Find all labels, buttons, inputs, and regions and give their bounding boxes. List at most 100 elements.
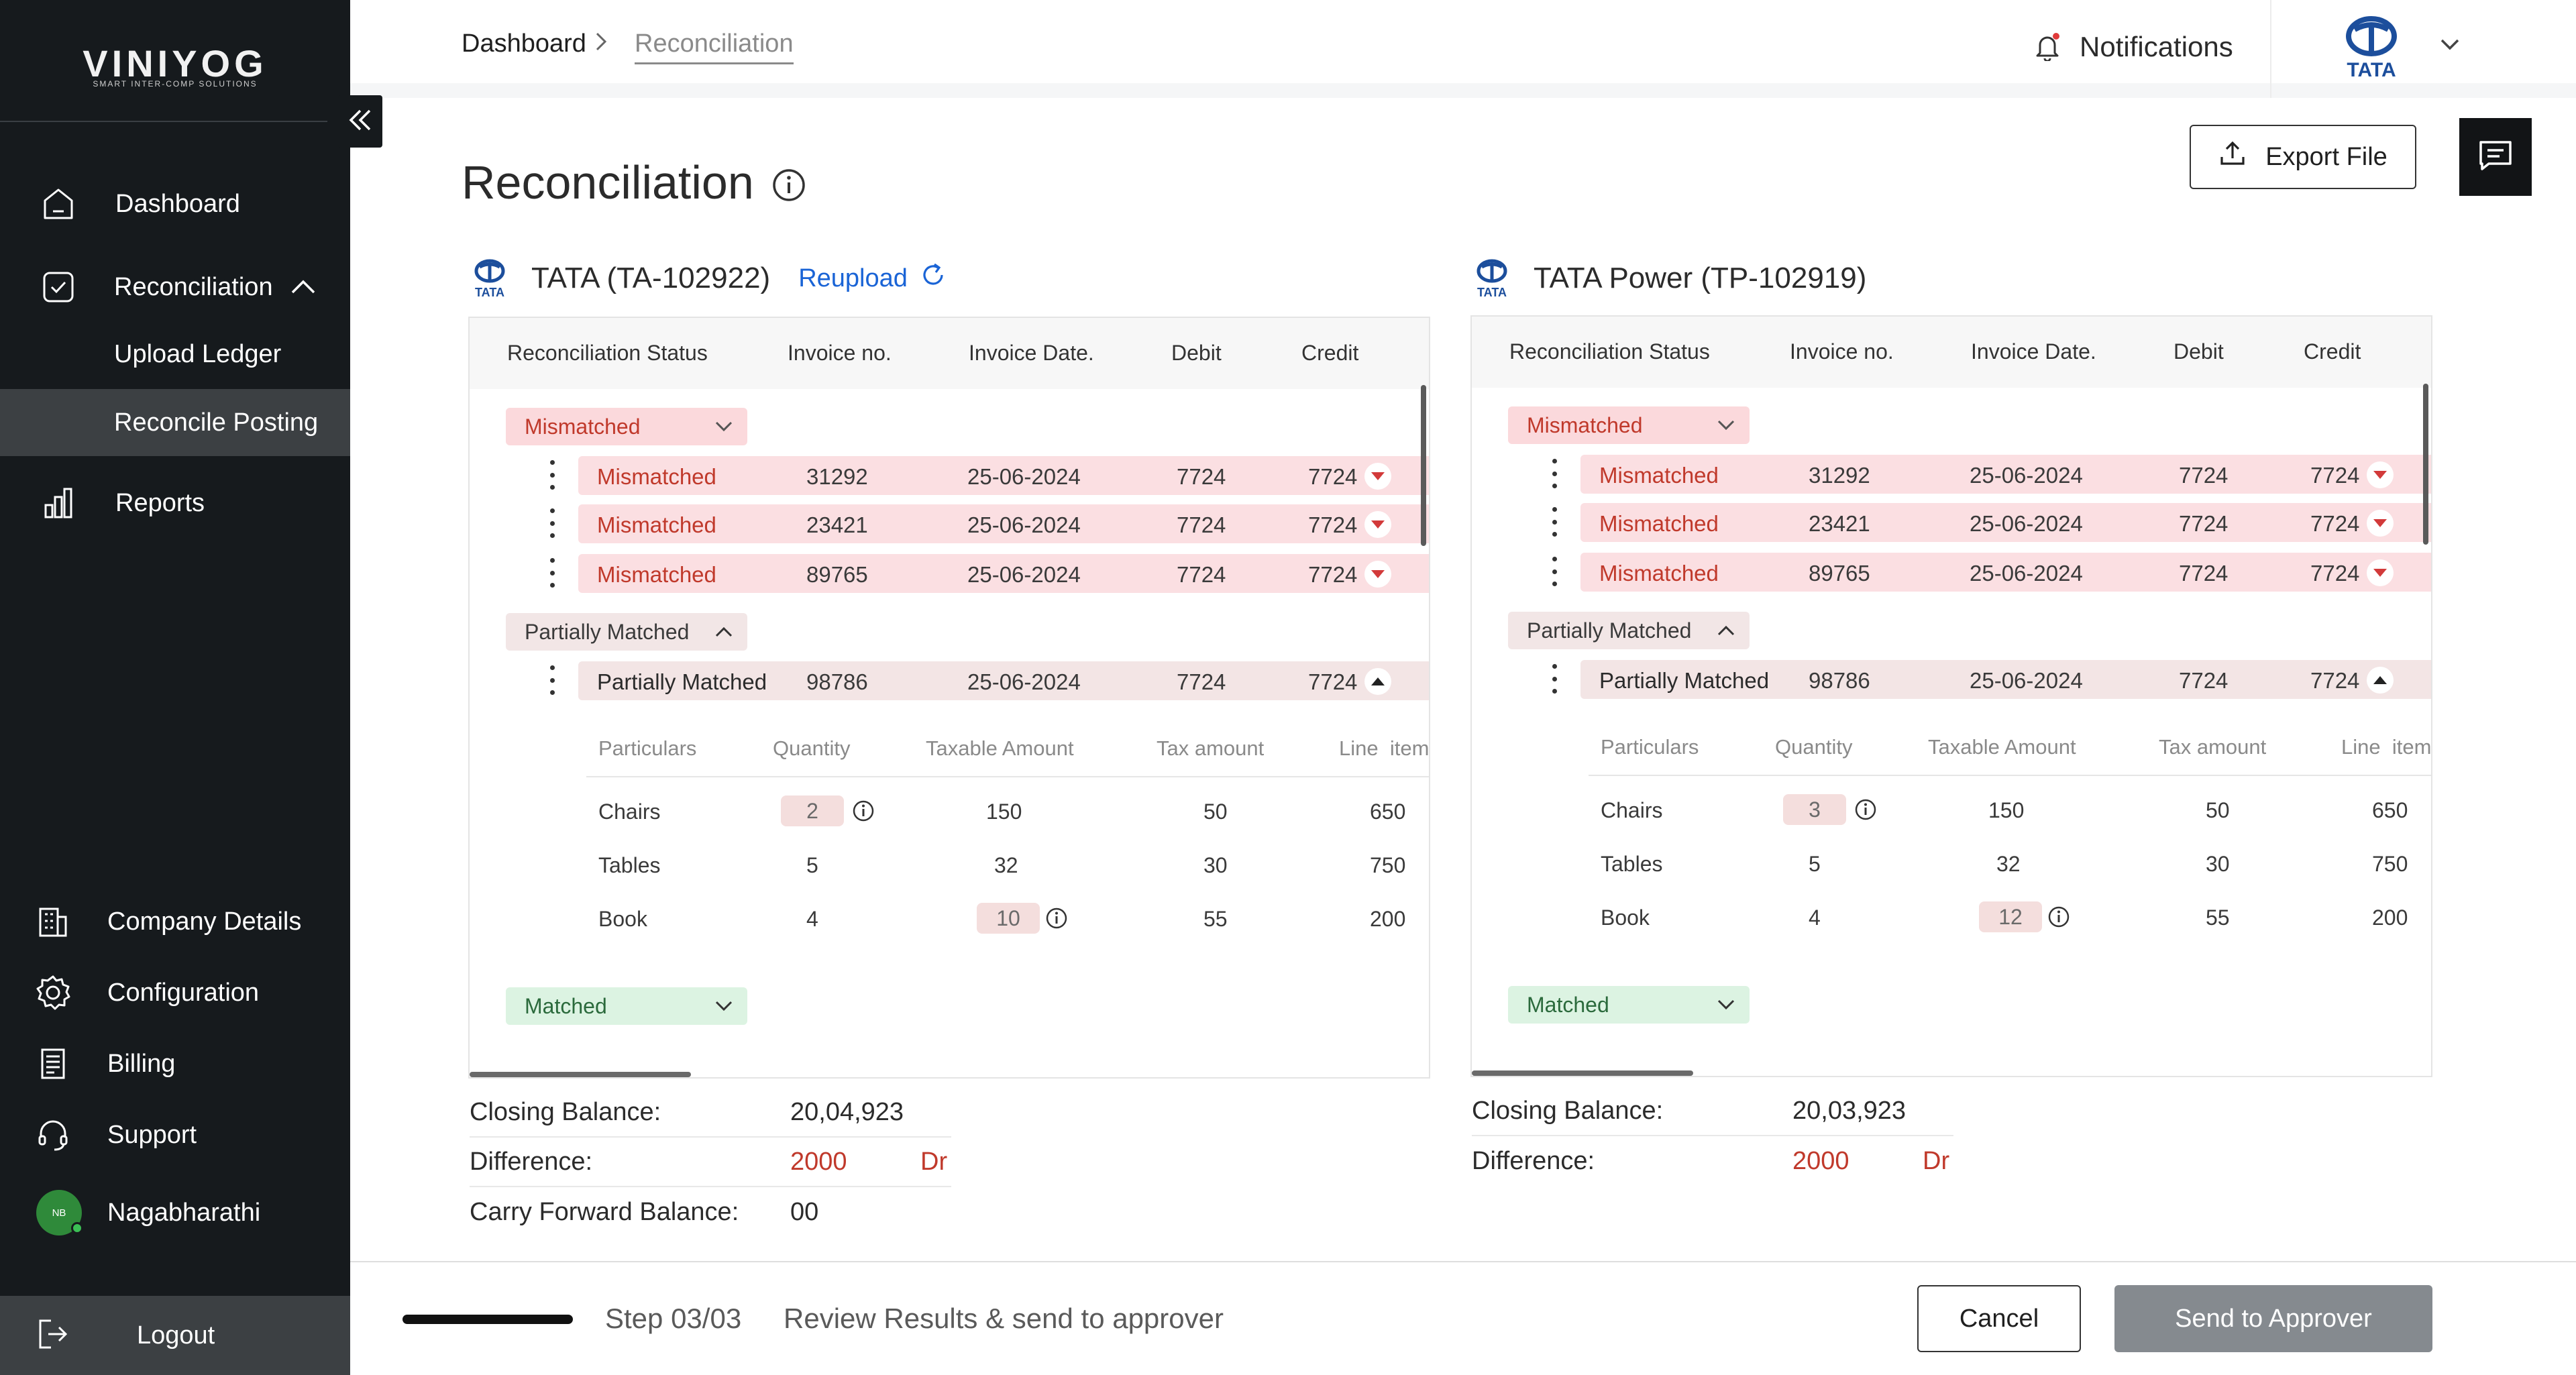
row-invoice: 98786 <box>1809 668 1870 693</box>
detail-line: 650 <box>2372 798 2408 822</box>
logout-button[interactable]: Logout <box>0 1296 350 1375</box>
partially-matched-group-toggle[interactable]: Partially Matched <box>506 613 747 651</box>
table-row[interactable]: Mismatched 23421 25-06-2024 7724 7724 <box>1580 503 2431 542</box>
table-header: Reconciliation Status Invoice no. Invoic… <box>470 318 1429 389</box>
row-menu-icon[interactable] <box>1550 664 1559 694</box>
info-icon[interactable] <box>1854 798 1877 824</box>
table-row[interactable]: Mismatched 23421 25-06-2024 7724 7724 <box>578 504 1429 543</box>
column-header: Debit <box>1171 341 1222 365</box>
detail-taxable: 32 <box>1996 852 2021 876</box>
triangle-down-icon[interactable] <box>1364 511 1391 538</box>
sidebar-item-reconciliation[interactable]: Reconciliation <box>0 254 350 321</box>
detail-quantity: 5 <box>806 853 818 877</box>
chat-button[interactable] <box>2459 118 2532 196</box>
chevron-down-icon[interactable] <box>2438 32 2462 60</box>
row-debit: 7724 <box>1177 562 1226 587</box>
detail-line: 200 <box>1370 907 1406 931</box>
sidebar-item-dashboard[interactable]: Dashboard <box>0 170 350 237</box>
left-company-header: TATA TATA (TA-102922) Reupload <box>468 255 947 302</box>
row-status: Mismatched <box>597 464 716 489</box>
row-menu-icon[interactable] <box>1550 507 1559 537</box>
column-header: Debit <box>2174 339 2224 364</box>
sidebar-item-configuration[interactable]: Configuration <box>0 959 350 1026</box>
reupload-button[interactable]: Reupload <box>798 262 947 295</box>
chevron-up-icon <box>715 626 733 637</box>
receipt-icon <box>34 1044 72 1083</box>
collapse-sidebar-button[interactable] <box>338 95 382 148</box>
right-difference-row: Difference: 2000 Dr <box>1472 1136 1953 1186</box>
vertical-scrollbar[interactable] <box>1421 385 1426 546</box>
table-row[interactable]: Mismatched 89765 25-06-2024 7724 7724 <box>578 554 1429 593</box>
row-menu-icon[interactable] <box>547 558 557 588</box>
client-logo[interactable]: TATA <box>2334 15 2408 81</box>
triangle-up-icon[interactable] <box>2367 667 2394 694</box>
row-menu-icon[interactable] <box>1550 459 1559 488</box>
sidebar-item-reconcile-posting[interactable]: Reconcile Posting <box>0 389 350 456</box>
info-icon[interactable] <box>771 168 806 206</box>
matched-group-toggle[interactable]: Matched <box>1508 986 1750 1024</box>
detail-tax: 55 <box>2206 905 2230 930</box>
row-status: Mismatched <box>597 512 716 537</box>
vertical-scrollbar[interactable] <box>2423 384 2428 545</box>
export-file-button[interactable]: Export File <box>2190 125 2416 189</box>
row-invoice: 98786 <box>806 669 868 694</box>
table-row[interactable]: Mismatched 31292 25-06-2024 7724 7724 <box>578 456 1429 495</box>
mismatched-group-toggle[interactable]: Mismatched <box>1508 406 1750 444</box>
tata-logo-icon: TATA <box>468 259 511 299</box>
sidebar-item-upload-ledger[interactable]: Upload Ledger <box>0 321 350 388</box>
chevron-down-icon <box>1717 420 1735 431</box>
notifications-label: Notifications <box>2080 31 2233 62</box>
chevron-up-icon <box>1717 625 1735 636</box>
right-company-name: TATA Power (TP-102919) <box>1534 262 1867 294</box>
quantity-mismatch-badge: 2 <box>781 795 844 826</box>
detail-column-header: Tax amount <box>1157 736 1265 760</box>
notifications-button[interactable]: Notifications <box>2034 27 2233 67</box>
bell-icon <box>2034 30 2061 64</box>
breadcrumb-dashboard[interactable]: Dashboard <box>462 30 586 58</box>
table-row-expanded[interactable]: Partially Matched 98786 25-06-2024 7724 … <box>1580 660 2431 699</box>
partially-matched-group-toggle[interactable]: Partially Matched <box>1508 612 1750 649</box>
row-credit: 7724 <box>1308 669 1358 694</box>
horizontal-scrollbar[interactable] <box>1472 1070 1693 1076</box>
chevron-down-icon <box>1717 999 1735 1010</box>
row-menu-icon[interactable] <box>547 665 557 695</box>
table-row[interactable]: Mismatched 31292 25-06-2024 7724 7724 <box>1580 455 2431 494</box>
info-icon[interactable] <box>2047 905 2070 932</box>
sidebar-item-support[interactable]: Support <box>0 1101 350 1168</box>
detail-column-header: Particulars <box>1601 735 1699 759</box>
info-icon[interactable] <box>852 800 875 826</box>
row-menu-icon[interactable] <box>1550 557 1559 586</box>
building-icon <box>34 902 72 941</box>
logo-text: TATA <box>475 286 504 298</box>
triangle-up-icon[interactable] <box>1364 668 1391 695</box>
triangle-down-icon[interactable] <box>1364 463 1391 490</box>
matched-group-toggle[interactable]: Matched <box>506 987 747 1025</box>
home-icon <box>39 184 78 223</box>
triangle-down-icon[interactable] <box>2367 559 2394 586</box>
detail-quantity: 4 <box>1809 905 1821 930</box>
sidebar-item-billing[interactable]: Billing <box>0 1030 350 1097</box>
info-icon[interactable] <box>1045 907 1068 933</box>
table-row[interactable]: Mismatched 89765 25-06-2024 7724 7724 <box>1580 553 2431 592</box>
row-credit: 7724 <box>1308 512 1358 537</box>
triangle-down-icon[interactable] <box>2367 510 2394 537</box>
sidebar-item-reports[interactable]: Reports <box>0 470 350 537</box>
right-ledger-panel: Reconciliation Status Invoice no. Invoic… <box>1470 315 2432 1077</box>
sidebar-item-company-details[interactable]: Company Details <box>0 888 350 955</box>
row-menu-icon[interactable] <box>547 508 557 538</box>
cancel-button[interactable]: Cancel <box>1917 1285 2081 1352</box>
horizontal-scrollbar[interactable] <box>470 1072 691 1077</box>
triangle-down-icon[interactable] <box>1364 561 1391 588</box>
detail-column-header: Taxable Amount <box>1928 735 2076 759</box>
left-closing-balance-row: Closing Balance: 20,04,923 <box>470 1088 951 1138</box>
detail-particular: Book <box>1601 905 1650 930</box>
chevron-right-icon <box>593 28 610 62</box>
triangle-down-icon[interactable] <box>2367 461 2394 488</box>
chevron-down-icon <box>715 421 733 432</box>
mismatched-group-toggle[interactable]: Mismatched <box>506 408 747 445</box>
row-menu-icon[interactable] <box>547 460 557 490</box>
sidebar-user[interactable]: NB Nagabharathi <box>0 1179 350 1246</box>
send-to-approver-button[interactable]: Send to Approver <box>2114 1285 2432 1352</box>
row-date: 25-06-2024 <box>1970 511 2083 536</box>
table-row-expanded[interactable]: Partially Matched 98786 25-06-2024 7724 … <box>578 661 1429 700</box>
